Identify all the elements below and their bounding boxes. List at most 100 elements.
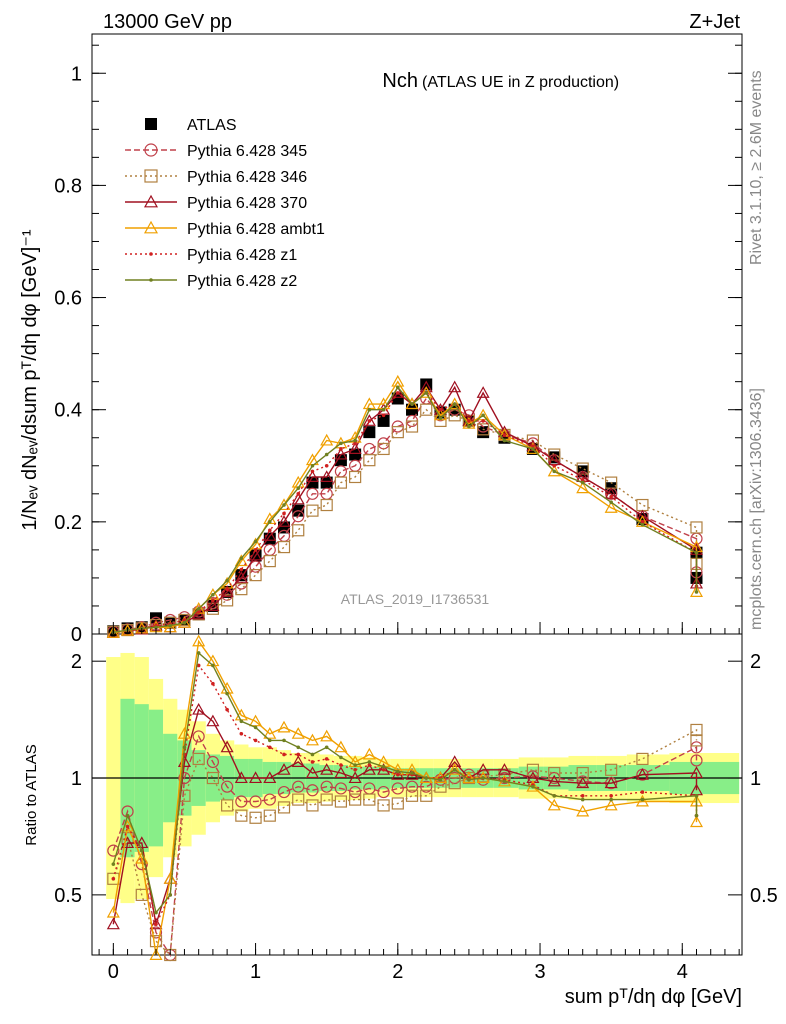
ratio-point (526, 763, 540, 776)
ratio-point (552, 793, 557, 798)
ratio-line (112, 663, 698, 927)
ratio-point (349, 785, 362, 799)
ratio-line (112, 734, 698, 958)
ratio-point (220, 740, 234, 753)
ratio-point (320, 780, 333, 793)
data-point (296, 486, 301, 491)
ratio-point (320, 793, 333, 806)
x-tick-label: 3 (534, 961, 545, 983)
ratio-point (420, 789, 433, 802)
ratio-series-5 (111, 651, 699, 915)
data-point (306, 476, 319, 489)
ratio-series-0 (107, 730, 703, 962)
data-point (324, 463, 329, 468)
data-point (640, 522, 645, 527)
ratio-point (135, 851, 149, 864)
ratio-point (547, 774, 561, 787)
data-point (211, 592, 215, 597)
y-tick-label-main: 0.4 (54, 400, 82, 422)
ratio-point (452, 768, 457, 772)
data-point (448, 380, 462, 393)
ratio-point (438, 777, 443, 782)
data-point (502, 433, 507, 437)
data-point (291, 492, 305, 505)
data-point (531, 447, 535, 451)
ratio-point (381, 768, 386, 772)
data-point (362, 414, 376, 426)
x-tick-label: 4 (677, 961, 688, 983)
x-tick-label: 0 (108, 961, 119, 983)
data-point (292, 524, 305, 537)
data-point (438, 416, 443, 420)
legend-entry: Pythia 6.428 ambt1 (125, 220, 325, 238)
ratio-point (263, 793, 276, 806)
data-point (221, 594, 234, 607)
ratio-point (249, 795, 262, 808)
legend-label: ATLAS (187, 117, 237, 134)
y-tick-label-main: 0.2 (54, 512, 82, 534)
data-point (576, 481, 590, 494)
data-point (377, 442, 390, 456)
ratio-point (609, 793, 613, 798)
data-point (381, 413, 386, 418)
ratio-point (497, 763, 511, 775)
ratio-point (196, 651, 201, 655)
ratio-point (448, 755, 462, 767)
ratio-point (149, 948, 163, 961)
analysis-watermark: ATLAS_2019_I1736531 (341, 591, 490, 607)
legend-marker (143, 194, 159, 208)
data-point (150, 612, 163, 625)
ratio-point (292, 793, 305, 806)
ratio-point (334, 766, 348, 779)
data-point (381, 407, 386, 412)
data-point (448, 409, 461, 422)
ratio-point (526, 771, 540, 784)
ratio-point (353, 768, 357, 772)
data-point (694, 550, 699, 555)
ratio-plot-frame (91, 633, 743, 956)
data-point (310, 463, 315, 468)
data-point (604, 501, 618, 513)
ratio-point (211, 681, 215, 686)
ratio-point (249, 811, 262, 824)
legend-entry: Pythia 6.428 370 (125, 194, 307, 212)
ratio-point (192, 752, 205, 766)
ratio-point (635, 794, 649, 807)
ratio-point (211, 663, 215, 668)
ratio-point (282, 738, 286, 743)
ratio-point (689, 766, 704, 779)
ratio-point (221, 799, 234, 812)
ratio-point (334, 740, 348, 753)
data-point (367, 407, 372, 412)
y-tick-label-ratio: 0.5 (54, 885, 82, 907)
ratio-point (282, 752, 286, 757)
ratio-point (481, 776, 485, 780)
data-point (234, 554, 248, 567)
y-tick-label-main: 0 (71, 624, 82, 646)
data-point (424, 391, 429, 395)
ratio-point (467, 777, 471, 782)
data-point (349, 448, 362, 461)
data-point (438, 407, 443, 412)
data-point (353, 438, 357, 443)
data-point (636, 498, 649, 512)
data-point (320, 433, 334, 446)
process-label: Z+Jet (689, 11, 740, 33)
ratio-point (363, 793, 376, 806)
ratio-point (334, 795, 348, 808)
ratio-point (640, 790, 645, 794)
data-point (253, 548, 258, 552)
ratio-point (348, 771, 362, 784)
ratio-point (291, 727, 305, 739)
data-point (296, 492, 301, 496)
data-point (154, 625, 158, 630)
ratio-point (192, 702, 206, 715)
ratio-point (225, 691, 229, 696)
plot-title-sub: (ATLAS UE in Z production) (422, 74, 619, 91)
ratio-point (381, 764, 386, 769)
data-point (334, 454, 347, 467)
ratio-point (604, 776, 618, 789)
data-point (395, 385, 400, 390)
data-point (363, 426, 376, 439)
